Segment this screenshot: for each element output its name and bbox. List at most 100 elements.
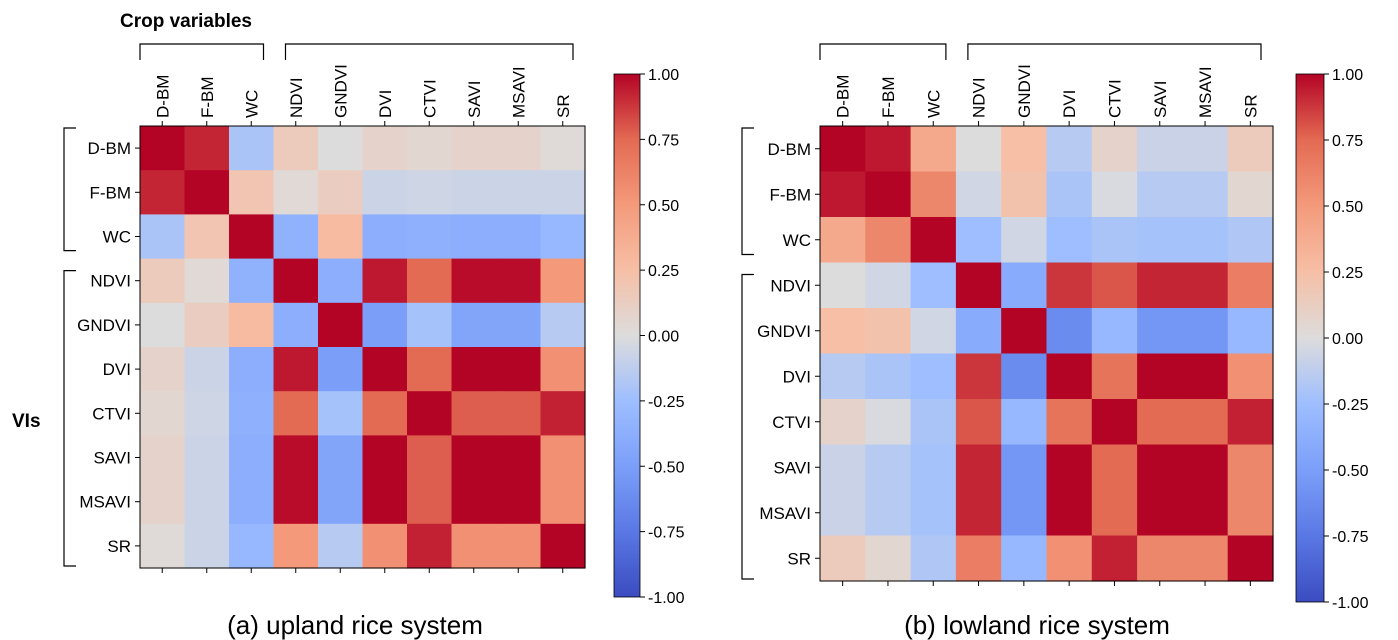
heatmap-cell-WC-WC: [229, 214, 275, 260]
heatmap-cell-NDVI-D-BM: [140, 258, 186, 304]
colorbar-tick-label: 1.00: [648, 67, 679, 84]
heatmap-cell-D-BM-D-BM: [140, 126, 186, 171]
heatmap-cell-GNDVI-SR: [1227, 308, 1274, 355]
heatmap-cell-NDVI-SAVI: [451, 258, 497, 304]
y-tick-label-GNDVI: GNDVI: [77, 316, 131, 335]
y-tick-label-CTVI: CTVI: [92, 404, 131, 423]
heatmap-cell-DVI-CTVI: [407, 347, 453, 392]
x-tick-label-WC: WC: [924, 90, 943, 118]
heatmap-cell-CTVI-F-BM: [865, 399, 912, 446]
heatmap-cell-SAVI-SAVI: [451, 435, 497, 481]
heatmap-cell-F-BM-CTVI: [407, 170, 453, 215]
heatmap-cell-DVI-D-BM: [140, 347, 186, 392]
heatmap-cell-F-BM-CTVI: [1091, 171, 1138, 218]
heatmap-cell-F-BM-DVI: [1046, 171, 1093, 218]
heatmap-cell-DVI-CTVI: [1091, 353, 1138, 400]
heatmap-cell-SAVI-D-BM: [820, 444, 866, 491]
y-tick-label-NDVI: NDVI: [770, 276, 811, 295]
heatmap-cell-MSAVI-CTVI: [407, 479, 453, 525]
heatmap-cell-SR-F-BM: [865, 535, 912, 582]
heatmap-cell-GNDVI-SAVI: [451, 302, 497, 348]
heatmap-cell-CTVI-F-BM: [184, 391, 230, 436]
heatmap-cell-SR-D-BM: [820, 535, 866, 582]
heatmap-cell-CTVI-MSAVI: [1182, 399, 1229, 446]
heatmap-cell-DVI-DVI: [362, 347, 408, 392]
x-tick-label-SAVI: SAVI: [1151, 81, 1170, 118]
heatmap-cell-SR-WC: [229, 523, 275, 569]
heatmap-cell-NDVI-SAVI: [1137, 262, 1183, 309]
x-tick-label-NDVI: NDVI: [287, 77, 306, 118]
heatmap-cell-MSAVI-NDVI: [273, 479, 319, 525]
y-tick-label-WC: WC: [103, 228, 131, 247]
heatmap-cell-DVI-MSAVI: [1182, 353, 1229, 400]
heatmap-cell-SAVI-DVI: [1046, 444, 1093, 491]
heatmap-cell-GNDVI-D-BM: [820, 308, 866, 355]
heatmap-cell-D-BM-DVI: [362, 126, 408, 171]
heatmap-cell-D-BM-SR: [540, 126, 586, 171]
colorbar-tick-label: -0.50: [1332, 463, 1369, 480]
heatmap-cell-SAVI-MSAVI: [496, 435, 542, 481]
y-tick-label-DVI: DVI: [103, 360, 131, 379]
heatmap-cell-F-BM-MSAVI: [1182, 171, 1229, 218]
heatmap-cell-SAVI-SR: [540, 435, 586, 481]
x-tick-label-SAVI: SAVI: [465, 81, 484, 118]
heatmap-cell-GNDVI-CTVI: [1091, 308, 1138, 355]
colorbar-tick-label: 0.75: [1332, 133, 1363, 150]
heatmap-cell-MSAVI-GNDVI: [318, 479, 364, 525]
x-tick-label-GNDVI: GNDVI: [331, 64, 350, 118]
colorbar-tick-label: 1.00: [1332, 67, 1363, 84]
y-tick-label-DVI: DVI: [783, 367, 811, 386]
heatmap-cell-SR-F-BM: [184, 523, 230, 569]
heatmap-cell-DVI-SAVI: [1137, 353, 1183, 400]
heatmap-cell-MSAVI-WC: [910, 490, 957, 537]
heatmap-cell-F-BM-SAVI: [1137, 171, 1183, 218]
heatmap-cell-D-BM-MSAVI: [496, 126, 542, 171]
heatmap-cell-F-BM-NDVI: [955, 171, 1002, 218]
heatmap-cell-SR-MSAVI: [1182, 535, 1229, 582]
x-tick-label-CTVI: CTVI: [1105, 79, 1124, 118]
heatmap-cell-NDVI-DVI: [362, 258, 408, 304]
x-tick-label-MSAVI: MSAVI: [509, 66, 528, 118]
crop-variables-bracket: [139, 43, 265, 60]
heatmap-cell-F-BM-SAVI: [451, 170, 497, 215]
heatmap-cell-WC-F-BM: [865, 217, 912, 264]
heatmap-cell-WC-DVI: [1046, 217, 1093, 264]
heatmap-cell-NDVI-F-BM: [184, 258, 230, 304]
heatmap-cell-F-BM-SR: [540, 170, 586, 215]
heatmap-cell-D-BM-WC: [229, 126, 275, 171]
heatmap-cell-SAVI-GNDVI: [1001, 444, 1048, 491]
x-tick-label-DVI: DVI: [376, 90, 395, 118]
heatmap-cell-SR-NDVI: [273, 523, 319, 569]
heatmap-cell-D-BM-NDVI: [273, 126, 319, 171]
heatmap-cell-GNDVI-GNDVI: [1001, 308, 1048, 355]
heatmap-cell-SAVI-F-BM: [184, 435, 230, 481]
heatmap-cell-F-BM-WC: [229, 170, 275, 215]
heatmap-cell-SAVI-DVI: [362, 435, 408, 481]
crop-variables-row-bracket: [63, 127, 76, 252]
heatmap-cell-NDVI-MSAVI: [496, 258, 542, 304]
heatmap-cell-SAVI-CTVI: [407, 435, 453, 481]
vis-row-bracket: [63, 270, 76, 567]
heatmap-cell-D-BM-NDVI: [955, 126, 1002, 173]
heatmap-cell-CTVI-NDVI: [955, 399, 1002, 446]
heatmap-cell-SR-SAVI: [1137, 535, 1183, 582]
heatmap-cell-DVI-MSAVI: [496, 347, 542, 392]
heatmap-cell-MSAVI-MSAVI: [496, 479, 542, 525]
heatmap-cell-CTVI-DVI: [362, 391, 408, 436]
heatmap-cell-WC-SAVI: [1137, 217, 1183, 264]
heatmap-cell-DVI-SR: [540, 347, 586, 392]
heatmap-cell-D-BM-SAVI: [451, 126, 497, 171]
heatmap-cell-CTVI-SAVI: [1137, 399, 1183, 446]
heatmap-cell-SAVI-NDVI: [273, 435, 319, 481]
heatmap-cell-SR-GNDVI: [318, 523, 364, 569]
y-tick-label-CTVI: CTVI: [772, 413, 811, 432]
heatmap-cell-WC-MSAVI: [496, 214, 542, 260]
heatmap-cell-SR-D-BM: [140, 523, 186, 569]
heatmap-cell-NDVI-MSAVI: [1182, 262, 1229, 309]
heatmap-cell-MSAVI-D-BM: [140, 479, 186, 525]
heatmap-cell-CTVI-D-BM: [820, 399, 866, 446]
heatmap-cell-WC-WC: [910, 217, 957, 264]
heatmap-cell-CTVI-SR: [1227, 399, 1274, 446]
heatmap-cell-CTVI-CTVI: [407, 391, 453, 436]
heatmap-cell-GNDVI-NDVI: [273, 302, 319, 348]
